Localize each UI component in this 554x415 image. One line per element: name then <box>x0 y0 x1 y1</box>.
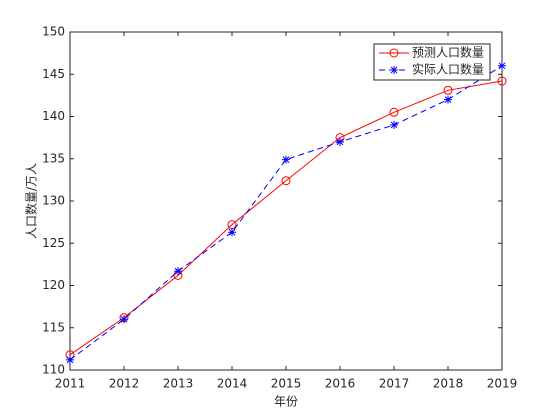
data-point <box>336 137 344 146</box>
data-point <box>390 120 398 129</box>
y-tick-label: 110 <box>42 363 65 377</box>
y-tick-label: 125 <box>42 236 65 250</box>
x-tick-label: 2017 <box>379 377 410 391</box>
y-tick-label: 145 <box>42 67 65 81</box>
data-point <box>281 176 291 186</box>
x-tick-label: 2015 <box>271 377 302 391</box>
y-tick-label: 135 <box>42 151 65 165</box>
data-point <box>497 76 507 86</box>
legend-label: 预测人口数量 <box>412 45 484 60</box>
y-tick-label: 120 <box>42 278 65 292</box>
data-point <box>66 355 74 364</box>
y-tick-label: 150 <box>42 25 65 39</box>
data-point <box>282 155 290 164</box>
x-tick-label: 2018 <box>433 377 464 391</box>
data-point <box>120 315 128 324</box>
data-point <box>389 107 399 117</box>
data-point <box>443 85 453 95</box>
x-tick-label: 2016 <box>325 377 356 391</box>
data-point <box>228 228 236 237</box>
x-axis-label: 年份 <box>274 395 298 409</box>
series-line <box>69 80 503 356</box>
y-tick-label: 130 <box>42 194 65 208</box>
x-tick-label: 2014 <box>217 377 248 391</box>
legend-marker <box>389 48 399 58</box>
data-point <box>498 61 506 70</box>
data-point <box>174 267 182 276</box>
series-line <box>69 65 503 361</box>
x-tick-label: 2012 <box>109 377 140 391</box>
data-point <box>444 95 452 104</box>
y-axis-label: 人口数量/万人 <box>24 163 39 239</box>
y-tick-label: 140 <box>42 109 65 123</box>
legend-marker <box>390 66 398 74</box>
x-tick-label: 2011 <box>55 377 86 391</box>
plot-box <box>69 31 503 371</box>
x-tick-label: 2019 <box>487 377 518 391</box>
legend-label: 实际人口数量 <box>412 62 484 77</box>
legend-box <box>373 43 491 81</box>
y-tick-label: 115 <box>42 320 65 334</box>
x-tick-label: 2013 <box>163 377 194 391</box>
